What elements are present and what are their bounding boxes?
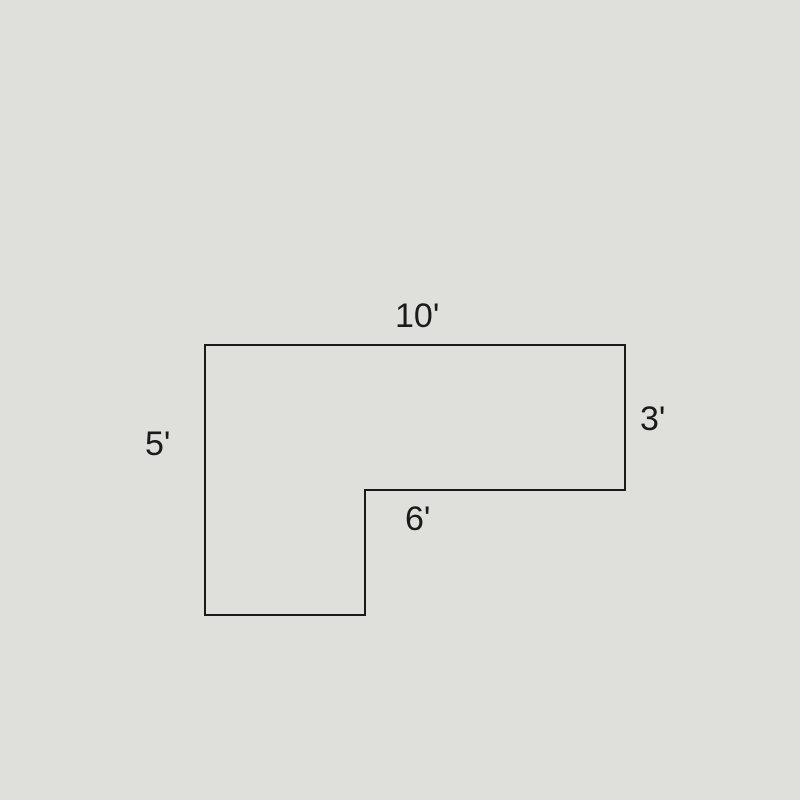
label-top: 10' bbox=[395, 297, 439, 336]
label-notch: 6' bbox=[405, 500, 430, 539]
label-left: 5' bbox=[145, 425, 170, 464]
l-shape-polygon bbox=[205, 345, 625, 615]
diagram-container: 10' 3' 5' 6' bbox=[0, 0, 800, 800]
polygon-shape bbox=[0, 0, 800, 800]
label-right: 3' bbox=[640, 400, 665, 439]
